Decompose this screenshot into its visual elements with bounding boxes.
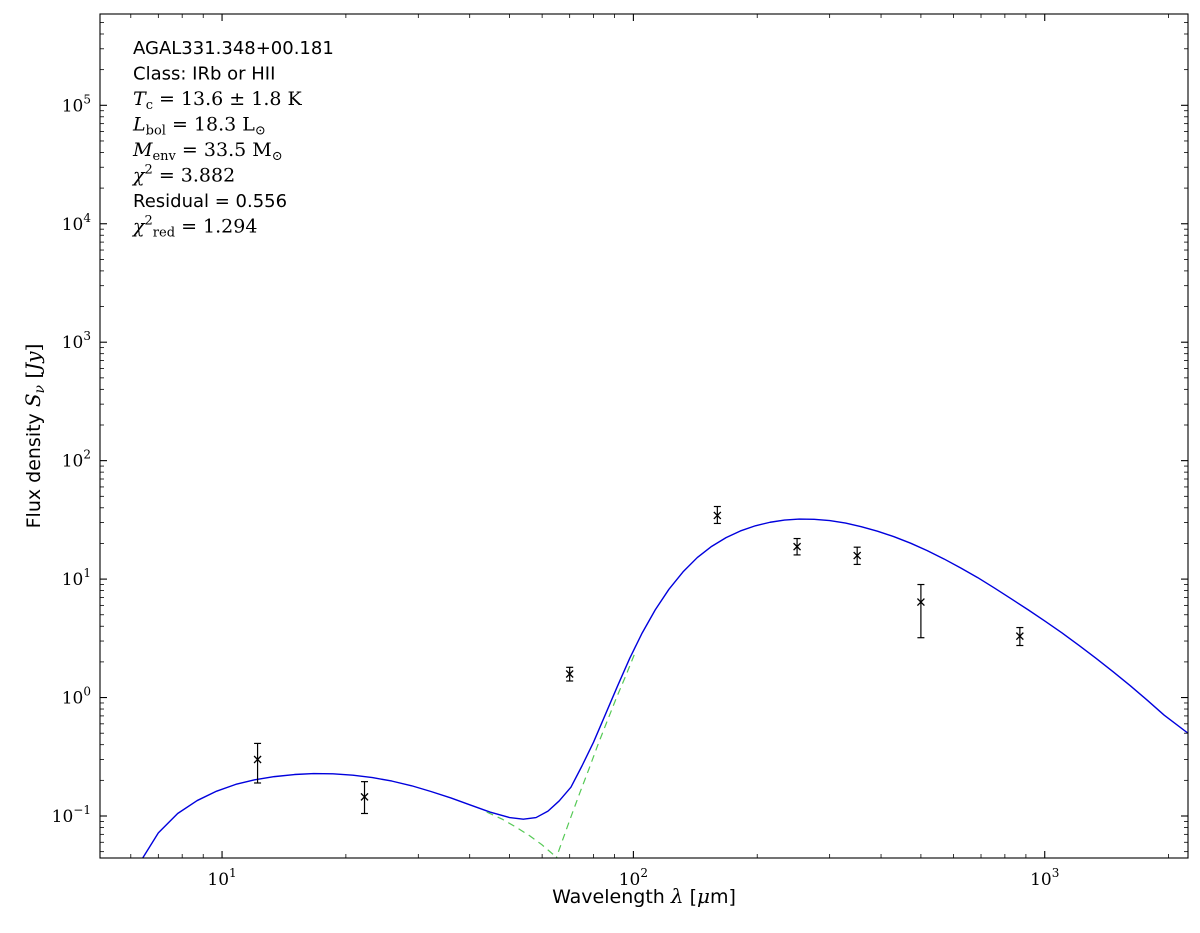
error-bar [793, 542, 802, 551]
x-tick-label: 103 [1030, 866, 1059, 890]
annotation-line: Class: IRb or HII [133, 64, 275, 85]
data-point [713, 505, 722, 525]
data-point [793, 537, 802, 556]
annotation-line: Residual = 0.556 [133, 191, 287, 212]
y-tick-label: 10−1 [52, 803, 91, 827]
y-tick-label: 103 [62, 329, 91, 353]
annotation-block: AGAL331.348+00.181 Class: IRb or HII Tc = … [131, 38, 334, 241]
annotation-line: AGAL331.348+00.181 [133, 38, 334, 59]
data-points [253, 505, 1024, 815]
annotation-line: Tc = 13.6 ± 1.8 K [133, 88, 303, 113]
plot-frame [99, 13, 1189, 859]
model-component-cold-curve [555, 652, 636, 858]
error-bar [853, 551, 862, 560]
error-bar [916, 598, 925, 607]
error-bar [1015, 632, 1024, 641]
error-bar [713, 511, 722, 520]
y-tick-label: 105 [62, 92, 91, 116]
data-point [916, 583, 925, 639]
data-point [253, 742, 262, 784]
axis-ticks [100, 14, 1188, 858]
annotation-line: χ2red = 1.294 [131, 214, 257, 241]
data-point [360, 781, 369, 815]
y-tick-label: 100 [62, 685, 91, 709]
x-axis-label: Wavelength λ [μm] [552, 884, 736, 908]
data-point [565, 666, 574, 682]
data-point [1015, 626, 1024, 647]
error-bar [565, 670, 574, 678]
x-tick-label: 102 [619, 866, 648, 890]
error-bar [360, 792, 369, 801]
annotation-line: χ2 = 3.882 [131, 163, 235, 187]
annotation-line: Lbol = 18.3 L⊙ [132, 114, 266, 139]
data-point [853, 546, 862, 566]
y-axis-label: Flux density Sν [Jy] [21, 344, 48, 529]
model-curves [141, 518, 1188, 858]
y-tick-label: 104 [62, 211, 92, 235]
error-bar [253, 755, 262, 764]
y-tick-label: 101 [62, 566, 91, 590]
x-tick-label: 101 [207, 866, 236, 890]
y-tick-label: 102 [62, 448, 91, 472]
model-total-curve [141, 518, 1188, 858]
annotation-line: Menv = 33.5 M⊙ [132, 139, 283, 164]
